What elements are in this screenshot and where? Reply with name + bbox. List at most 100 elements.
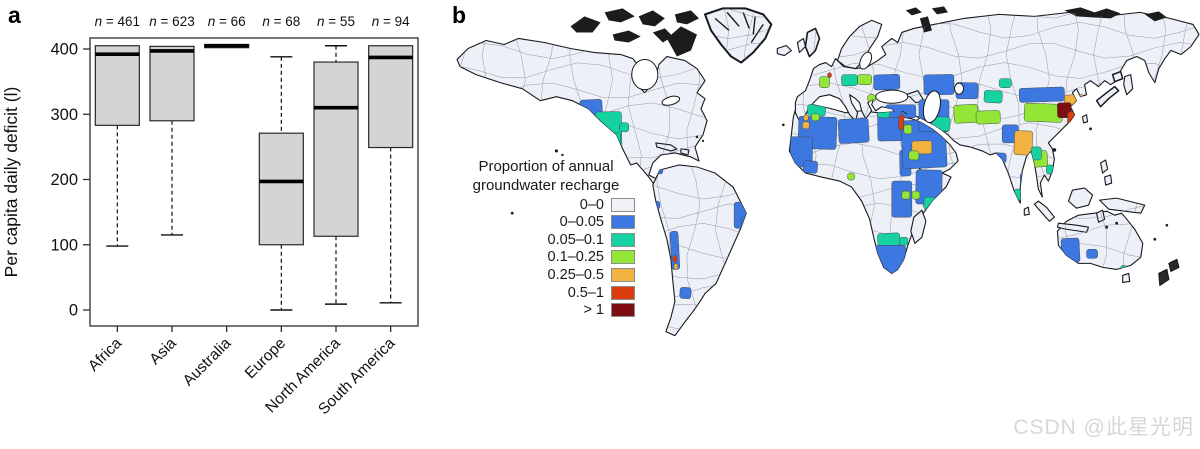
basin-patch [599, 134, 617, 152]
legend-title-line1: Proportion of annual [478, 158, 614, 175]
basin-patch [891, 180, 913, 218]
legend-item-label: 0–0.05 [559, 214, 604, 231]
basin-patch [1046, 164, 1054, 175]
basin-patch [903, 124, 913, 135]
eurasia [794, 11, 1200, 204]
ireland [796, 37, 806, 54]
basin-patch [877, 108, 891, 119]
n-count-label: n = 623 [149, 14, 194, 29]
basin-patch [901, 190, 911, 200]
legend-title: Proportion of annual groundwater recharg… [457, 157, 635, 195]
legend-color-swatch [611, 250, 635, 265]
legend-item-label: 0.25–0.5 [547, 267, 604, 284]
basin-patch [1023, 102, 1063, 123]
y-tick-label: 100 [50, 236, 78, 254]
basin-patch [802, 121, 810, 130]
greenland-hatching [714, 11, 764, 43]
kamchatka-sakhalin [1123, 74, 1134, 96]
legend-item: 0.5–1 [457, 284, 635, 301]
x-category-label: Africa [85, 335, 125, 375]
basin-patch [993, 152, 1007, 164]
box [149, 45, 195, 122]
basin-patch [803, 114, 809, 122]
legend-item: 0.25–0.5 [457, 267, 635, 284]
basin-patch [877, 232, 901, 247]
basin-patch [847, 172, 855, 181]
basin-patch [827, 72, 832, 78]
basin-patch [679, 287, 692, 299]
basin-patch [983, 90, 1003, 104]
arctic-islands [510, 6, 1169, 241]
n-count-label: n = 94 [372, 14, 410, 29]
basin-patch [610, 132, 622, 150]
new-guinea [1099, 197, 1146, 214]
legend-color-swatch [611, 285, 635, 300]
taiwan [1081, 114, 1089, 124]
y-axis-title: Per capita daily deficit (l) [1, 87, 21, 278]
recharge-basins [579, 72, 1127, 299]
hudson-bay [631, 59, 659, 91]
basin-patch [837, 117, 870, 144]
box [258, 132, 304, 246]
legend-color-swatch [611, 303, 635, 318]
world-basin-map [456, 6, 1200, 336]
basin-patch [873, 74, 901, 91]
basin-patch [857, 74, 872, 85]
black-sea [875, 89, 909, 104]
sri-lanka [1023, 206, 1030, 216]
box [94, 45, 140, 126]
x-category-label: Asia [146, 335, 180, 369]
basin-patch [1060, 237, 1081, 263]
baltic-sea [859, 51, 873, 70]
y-tick-label: 400 [50, 41, 78, 59]
basin-patch [867, 94, 876, 103]
panel-a-label: a [8, 2, 21, 28]
legend-item-label: > 1 [583, 302, 604, 319]
legend-item-label: 0–0 [579, 196, 604, 213]
basin-patch [953, 104, 979, 124]
basin-patch [1018, 86, 1065, 103]
borneo [1067, 187, 1094, 209]
legend-item: 0–0.05 [457, 214, 635, 231]
n-count-label: n = 68 [262, 14, 300, 29]
new-zealand-south [1158, 268, 1170, 287]
n-count-label: n = 55 [317, 14, 355, 29]
legend-item: > 1 [457, 302, 635, 319]
y-tick-label: 0 [69, 302, 78, 320]
caspian-sea [922, 90, 941, 124]
basin-patch [923, 196, 937, 210]
basin-patch [733, 201, 747, 229]
map-legend: Proportion of annual groundwater recharg… [457, 157, 635, 319]
basin-patch [911, 140, 933, 155]
boxplot-per-capita-deficit: 0 100 200 300 400 Per capita daily deficit (l… [1, 14, 419, 418]
basin-patch [803, 160, 818, 174]
world-basin-map-panel: Proportion of annual groundwater recharg… [452, 4, 1200, 340]
basin-patch [911, 190, 921, 200]
basin-patch [672, 255, 678, 263]
basin-patch [998, 78, 1012, 88]
basin-patch [908, 150, 920, 161]
basin-patch [673, 263, 679, 270]
legend-item: 0–0 [457, 196, 635, 213]
basin-patch [873, 244, 907, 274]
legend-item: 0.1–0.25 [457, 249, 635, 266]
legend-color-swatch [611, 197, 635, 212]
basin-patch [793, 174, 801, 183]
n-count-label: n = 66 [208, 14, 246, 29]
box [368, 45, 414, 149]
scandinavia [836, 19, 883, 70]
y-tick-label: 200 [50, 171, 78, 189]
legend-color-swatch [611, 268, 635, 283]
basin-patch [619, 122, 629, 133]
philippines-south [1104, 174, 1113, 186]
basin-patch [811, 113, 820, 122]
watermark: CSDN @此星光明 [1013, 416, 1194, 439]
south-america [652, 164, 747, 336]
legend-item: 0.05–0.1 [457, 232, 635, 249]
philippines [1100, 159, 1109, 174]
cuba [655, 142, 678, 152]
greenland [704, 7, 773, 64]
japan-hokkaido [1111, 70, 1124, 83]
new-zealand-north [1168, 258, 1180, 272]
